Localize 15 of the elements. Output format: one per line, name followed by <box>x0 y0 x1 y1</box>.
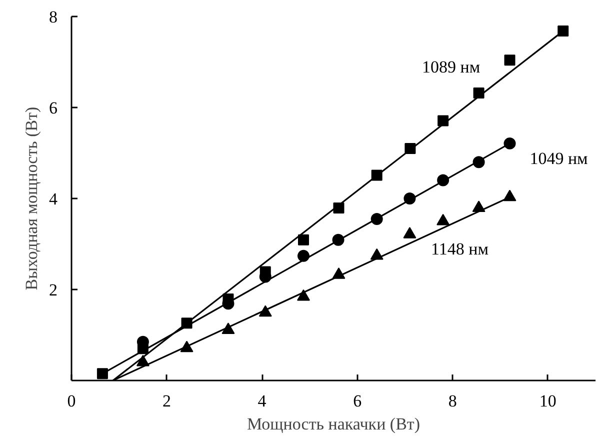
x-tick-label: 0 <box>67 392 76 410</box>
series-label: 1049 нм <box>530 148 588 168</box>
y-tick-label: 4 <box>49 190 58 208</box>
x-tick-label: 10 <box>539 392 556 410</box>
x-tick-label: 6 <box>353 392 362 410</box>
y-tick-label: 8 <box>49 8 58 26</box>
y-axis-title: Выходная мощность (Вт) <box>22 106 41 290</box>
y-tick-label: 6 <box>49 98 58 118</box>
x-axis-title: Мощность накачки (Вт) <box>246 414 420 434</box>
y-tick-label: 2 <box>49 280 58 300</box>
x-tick-label: 4 <box>258 392 267 410</box>
series-label: 1089 нм <box>422 58 480 77</box>
x-tick-label: 2 <box>162 392 172 410</box>
x-tick-label: 8 <box>448 392 457 410</box>
series-label: 1148 нм <box>431 240 489 259</box>
